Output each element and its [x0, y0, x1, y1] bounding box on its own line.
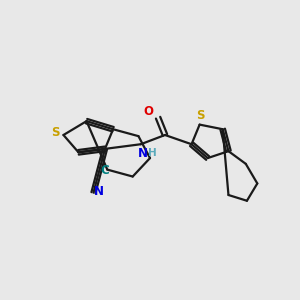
- Text: N: N: [94, 185, 104, 198]
- Text: C: C: [100, 164, 109, 177]
- Text: S: S: [196, 109, 205, 122]
- Text: S: S: [51, 126, 60, 139]
- Text: O: O: [144, 105, 154, 119]
- Text: H: H: [148, 148, 157, 158]
- Text: N: N: [138, 147, 148, 160]
